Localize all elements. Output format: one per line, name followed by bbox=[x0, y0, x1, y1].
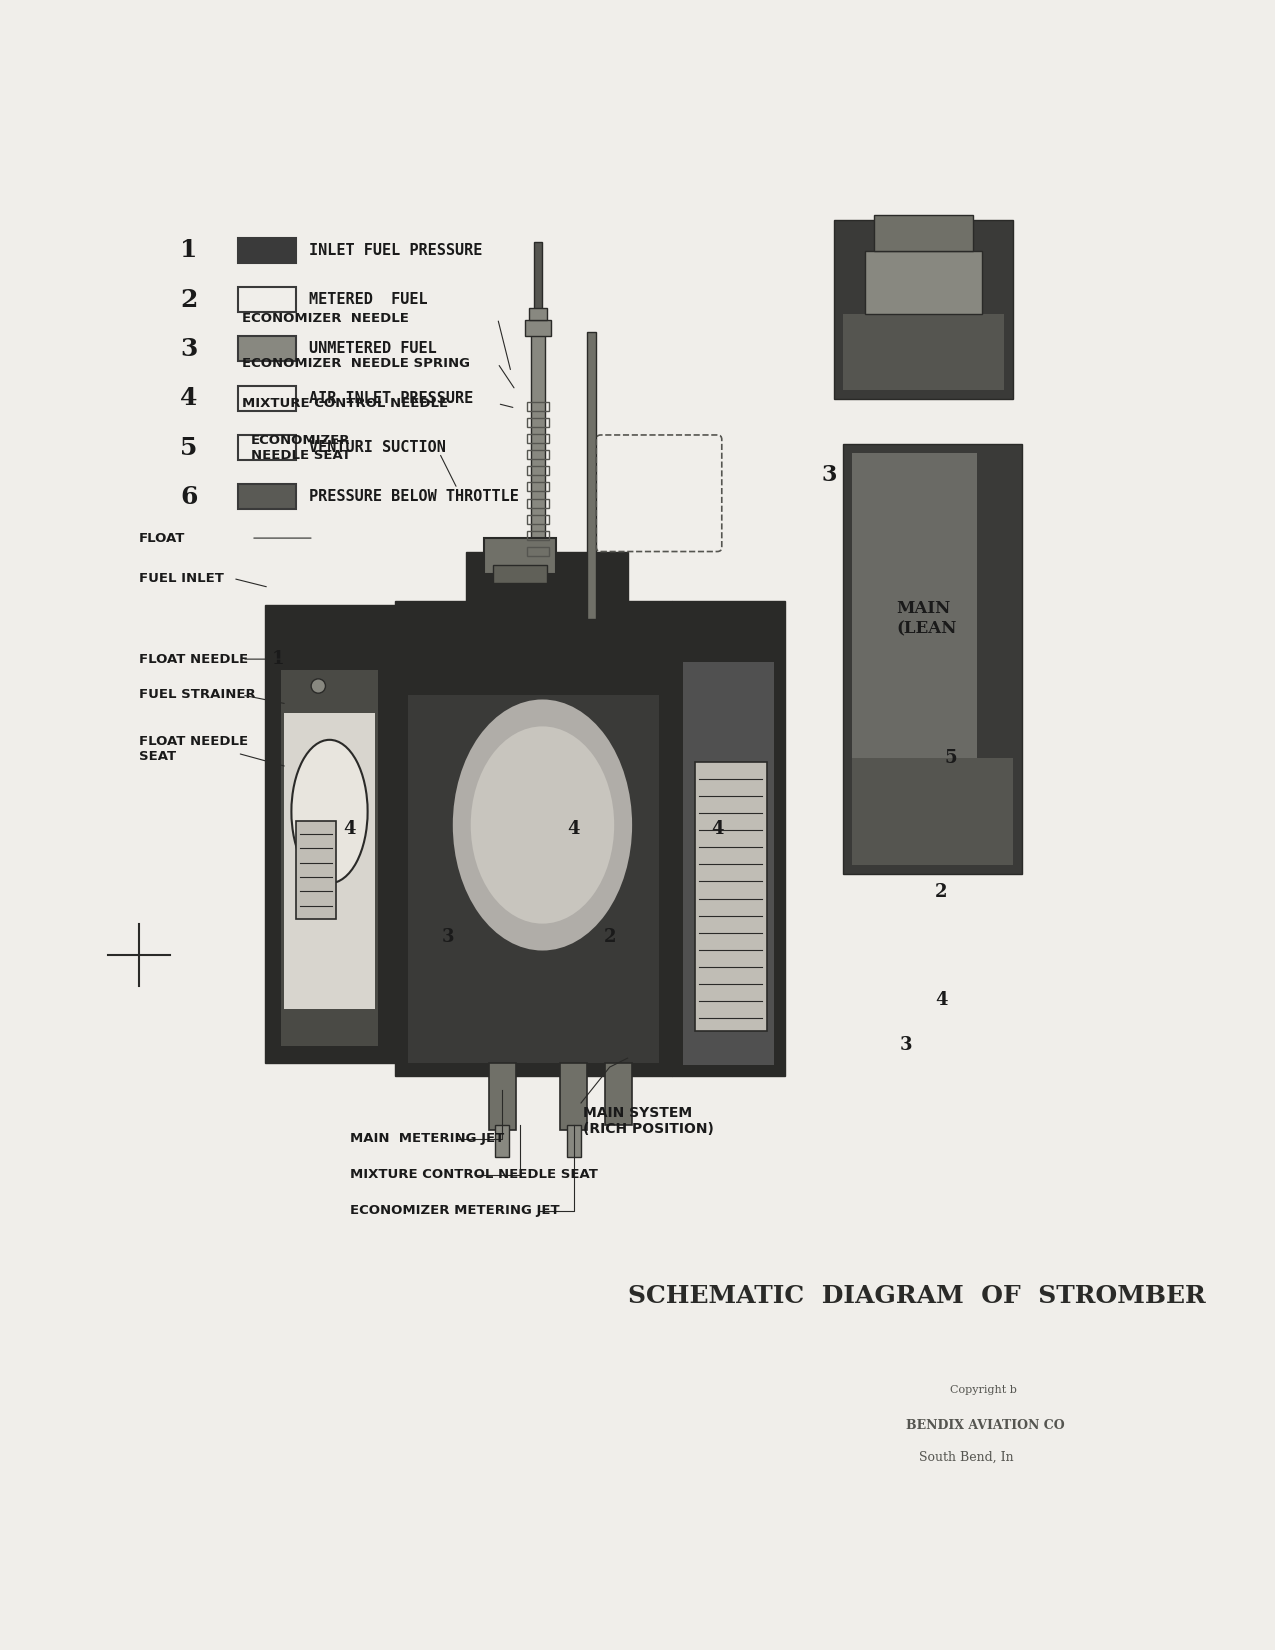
Bar bbox=[484, 538, 556, 574]
Text: 3: 3 bbox=[180, 337, 198, 361]
Text: UNMETERED FUEL: UNMETERED FUEL bbox=[310, 342, 437, 356]
Text: Copyright b: Copyright b bbox=[950, 1384, 1017, 1394]
Text: ECONOMIZER  NEEDLE SPRING: ECONOMIZER NEEDLE SPRING bbox=[242, 356, 470, 370]
Bar bbox=[695, 762, 766, 1031]
Bar bbox=[843, 314, 1005, 389]
Text: FUEL STRAINER: FUEL STRAINER bbox=[139, 688, 256, 701]
Bar bbox=[534, 243, 542, 332]
Text: 4: 4 bbox=[343, 820, 356, 838]
Text: FLOAT NEEDLE: FLOAT NEEDLE bbox=[139, 653, 249, 665]
Text: METERED  FUEL: METERED FUEL bbox=[310, 292, 428, 307]
Bar bbox=[530, 332, 546, 564]
Bar bbox=[237, 485, 296, 510]
Bar bbox=[561, 1063, 588, 1130]
Bar bbox=[566, 1125, 581, 1157]
Text: 5: 5 bbox=[180, 436, 198, 459]
Text: 3: 3 bbox=[442, 927, 455, 945]
Ellipse shape bbox=[292, 739, 367, 883]
Bar bbox=[672, 601, 784, 1076]
Text: ECONOMIZER METERING JET: ECONOMIZER METERING JET bbox=[349, 1204, 560, 1218]
Text: 4: 4 bbox=[711, 820, 723, 838]
Bar bbox=[284, 713, 375, 1008]
Text: 5: 5 bbox=[944, 749, 956, 767]
Text: 1: 1 bbox=[272, 650, 284, 668]
Bar bbox=[527, 434, 548, 444]
Bar bbox=[296, 820, 337, 919]
Bar bbox=[493, 564, 547, 582]
Bar bbox=[237, 436, 296, 460]
Text: 4: 4 bbox=[567, 820, 580, 838]
Bar bbox=[237, 386, 296, 411]
Bar bbox=[875, 214, 973, 251]
Text: ECONOMIZER
NEEDLE SEAT: ECONOMIZER NEEDLE SEAT bbox=[251, 434, 351, 462]
Text: ECONOMIZER  NEEDLE: ECONOMIZER NEEDLE bbox=[242, 312, 409, 325]
Text: 4: 4 bbox=[935, 992, 947, 1008]
Text: MAIN  METERING JET: MAIN METERING JET bbox=[349, 1132, 504, 1145]
Text: MAIN
(LEAN: MAIN (LEAN bbox=[896, 601, 958, 637]
Bar bbox=[527, 482, 548, 492]
Bar bbox=[525, 320, 551, 337]
Bar bbox=[527, 548, 548, 556]
Text: MAIN SYSTEM
(RICH POSITION): MAIN SYSTEM (RICH POSITION) bbox=[583, 1106, 714, 1135]
Bar bbox=[467, 551, 627, 601]
Text: MIXTURE CONTROL NEEDLE: MIXTURE CONTROL NEEDLE bbox=[242, 398, 449, 411]
Bar bbox=[488, 1063, 515, 1130]
Ellipse shape bbox=[470, 726, 615, 924]
Bar bbox=[237, 287, 296, 312]
Bar bbox=[527, 467, 548, 475]
Text: 2: 2 bbox=[603, 927, 616, 945]
Bar bbox=[237, 238, 296, 262]
Ellipse shape bbox=[453, 700, 632, 950]
Text: FUEL INLET: FUEL INLET bbox=[139, 573, 224, 586]
Text: AIR INLET PRESSURE: AIR INLET PRESSURE bbox=[310, 391, 473, 406]
Text: PRESSURE BELOW THROTTLE: PRESSURE BELOW THROTTLE bbox=[310, 490, 519, 505]
Bar bbox=[527, 515, 548, 523]
Bar bbox=[280, 670, 379, 1046]
Bar bbox=[495, 1125, 509, 1157]
Bar bbox=[527, 417, 548, 427]
Bar bbox=[834, 219, 1014, 399]
Text: 4: 4 bbox=[180, 386, 198, 411]
Text: INLET FUEL PRESSURE: INLET FUEL PRESSURE bbox=[310, 243, 483, 257]
Text: SCHEMATIC  DIAGRAM  OF  STROMBER: SCHEMATIC DIAGRAM OF STROMBER bbox=[627, 1284, 1205, 1308]
Text: VENTURI SUCTION: VENTURI SUCTION bbox=[310, 441, 446, 455]
Bar bbox=[606, 1063, 632, 1125]
Bar bbox=[588, 332, 597, 619]
Text: 6: 6 bbox=[180, 485, 198, 508]
Text: South Bend, In: South Bend, In bbox=[919, 1450, 1014, 1464]
Bar bbox=[527, 450, 548, 459]
Text: FLOAT: FLOAT bbox=[139, 531, 185, 545]
Text: 1: 1 bbox=[180, 238, 198, 262]
Bar bbox=[527, 403, 548, 411]
Ellipse shape bbox=[311, 678, 325, 693]
Bar bbox=[408, 695, 659, 1063]
Bar bbox=[527, 498, 548, 508]
Text: FLOAT NEEDLE
SEAT: FLOAT NEEDLE SEAT bbox=[139, 734, 249, 762]
Text: 3: 3 bbox=[899, 1036, 912, 1054]
Bar bbox=[394, 601, 672, 1076]
Bar bbox=[683, 662, 774, 1066]
Text: MIXTURE CONTROL NEEDLE SEAT: MIXTURE CONTROL NEEDLE SEAT bbox=[349, 1168, 598, 1181]
Text: 2: 2 bbox=[180, 287, 198, 312]
Bar bbox=[264, 606, 394, 1063]
Bar bbox=[852, 452, 978, 757]
Bar bbox=[527, 531, 548, 540]
Text: BENDIX AVIATION CO: BENDIX AVIATION CO bbox=[905, 1419, 1065, 1432]
Bar bbox=[237, 337, 296, 361]
Bar bbox=[843, 444, 1023, 874]
Text: 3: 3 bbox=[821, 464, 838, 487]
Bar bbox=[866, 251, 982, 314]
Bar bbox=[529, 307, 547, 320]
Text: 2: 2 bbox=[935, 883, 947, 901]
Bar bbox=[852, 757, 1014, 865]
